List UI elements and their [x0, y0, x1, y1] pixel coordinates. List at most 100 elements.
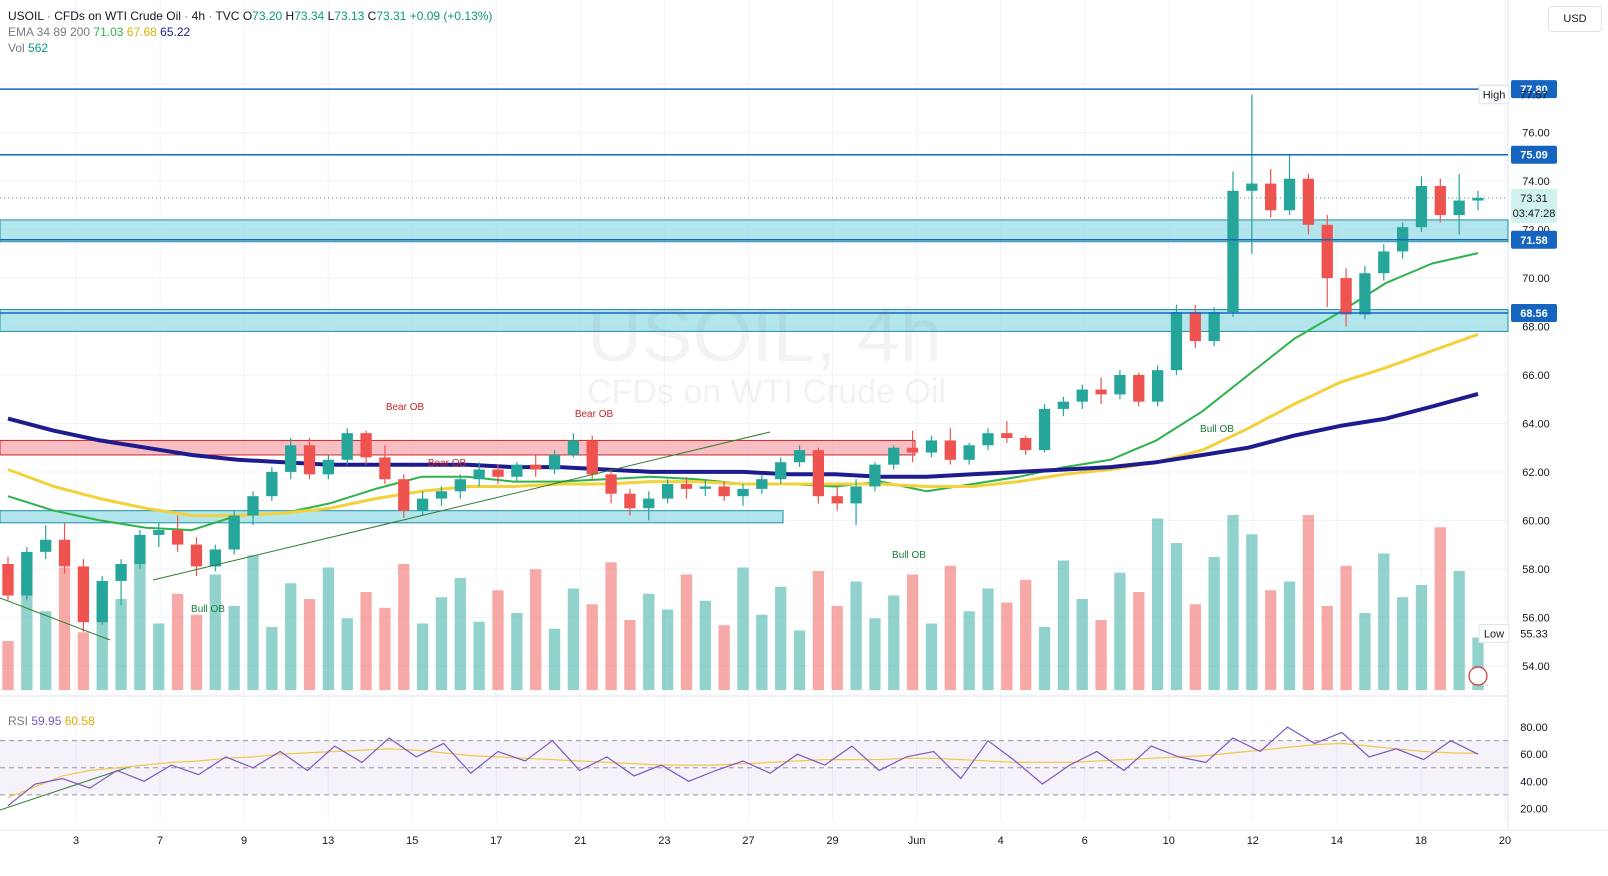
price-tick-label: 74.00 — [1522, 176, 1550, 188]
candle-body — [1453, 200, 1465, 216]
volume-bar — [322, 567, 335, 690]
volume-bar — [247, 555, 259, 690]
volume-bar — [1265, 590, 1277, 690]
candle-body — [888, 447, 900, 465]
candle-body — [1020, 438, 1032, 451]
volume-bar — [1076, 599, 1088, 690]
volume-bar — [793, 630, 806, 690]
volume-bar — [643, 593, 655, 690]
key-level-price-text: 71.58 — [1520, 235, 1548, 247]
candle-body — [1189, 312, 1201, 342]
demand-zone — [0, 309, 1509, 332]
volume-bar — [718, 625, 730, 690]
time-tick-label: 7 — [157, 835, 163, 847]
candle-body — [869, 464, 881, 487]
time-tick-label: 10 — [1163, 835, 1175, 847]
legend-interval[interactable]: 4h — [191, 9, 205, 23]
candle-body — [548, 454, 561, 470]
candle-body — [925, 440, 938, 453]
currency-button[interactable]: USD — [1548, 6, 1602, 32]
time-tick-label: 14 — [1331, 835, 1343, 847]
candle-body — [1359, 273, 1371, 315]
time-tick-label: 29 — [826, 835, 838, 847]
legend-ema200: 65.22 — [160, 25, 191, 39]
time-axis[interactable]: 3 7 9 13 15 17 21 23 27 29 Jun 4 6 10 12 14 18 20 — [0, 829, 1608, 847]
candle-body — [492, 469, 504, 477]
candle-body — [944, 440, 956, 460]
volume-bar — [1378, 553, 1390, 690]
legend-open: 73.20 — [252, 9, 283, 23]
extreme-tag: Low — [1484, 629, 1504, 641]
legend-low-tag: L — [327, 9, 335, 23]
time-tick-label: 17 — [490, 835, 502, 847]
legend-high-tag: H — [285, 9, 295, 23]
time-tick-label: 23 — [658, 835, 670, 847]
rsi-tick-label: 80.00 — [1520, 722, 1548, 734]
key-level-price-tag — [1511, 230, 1557, 249]
legend-ema-row[interactable]: EMA 34 89 200 71.03 67.68 65.22 — [8, 24, 492, 40]
candle-body — [1415, 186, 1428, 228]
candle-body — [1038, 408, 1051, 451]
candle-body — [341, 433, 353, 460]
time-tick-label: 3 — [73, 835, 79, 847]
volume-bar — [1227, 515, 1239, 690]
candle-body — [906, 447, 919, 453]
volume-bar — [1208, 557, 1220, 690]
rsi-legend[interactable]: RSI 59.95 60.58 — [8, 714, 95, 728]
watermark-symbol: USOIL, 4h — [587, 293, 942, 378]
volume-bar — [925, 623, 938, 690]
volume-bar — [115, 599, 127, 690]
candle-body — [831, 496, 843, 504]
legend-vol-value: 562 — [28, 41, 49, 55]
candle-body — [1001, 433, 1013, 438]
volume-bar — [21, 581, 33, 690]
candle-body — [1170, 312, 1183, 371]
legend-ema89: 67.68 — [126, 25, 157, 39]
volume-bar — [699, 600, 711, 690]
legend-symbol[interactable]: USOIL — [8, 9, 44, 23]
horizontal-lines-layer — [0, 88, 1508, 314]
candle-body — [77, 566, 90, 623]
candle-body — [1151, 370, 1164, 402]
candle-body — [322, 459, 335, 475]
candle-body — [1246, 183, 1258, 191]
key-level-price-text: 75.09 — [1520, 150, 1548, 162]
volume-bar — [567, 588, 580, 690]
candles-layer — [2, 94, 1484, 632]
legend-vol-row[interactable]: Vol 562 — [8, 40, 492, 56]
volume-bar — [285, 583, 297, 690]
volume-bar — [171, 593, 184, 690]
candle-body — [1265, 183, 1277, 211]
time-tick-label: 12 — [1247, 835, 1259, 847]
time-tick-label: 20 — [1499, 835, 1511, 847]
time-tick-label: Jun — [908, 835, 926, 847]
candle-body — [58, 539, 71, 567]
candle-body — [379, 457, 391, 480]
price-tick-label: 54.00 — [1522, 661, 1550, 673]
price-tick-label: 64.00 — [1522, 418, 1550, 430]
key-level-price-tag — [1511, 303, 1557, 322]
candle-body — [1133, 375, 1145, 402]
volume-bar — [831, 606, 843, 690]
legend-main-row[interactable]: USOIL · CFDs on WTI Crude Oil · 4h · TVC… — [8, 8, 492, 24]
volume-bar — [435, 597, 448, 690]
supply-zone — [0, 439, 916, 456]
volume-bar — [1189, 604, 1201, 690]
candle-body — [982, 433, 994, 446]
candle-body — [963, 445, 975, 460]
price-tick-label: 62.00 — [1522, 467, 1550, 479]
time-tick-label: 4 — [998, 835, 1004, 847]
candle-body — [209, 549, 221, 567]
order-block-labels: Bear OB Bear OB Bear OB Bull OB Bull OB Bull … — [191, 402, 1234, 615]
volume-bar — [530, 569, 542, 690]
extreme-tag-box — [1478, 85, 1510, 105]
order-block-label: Bear OB — [575, 409, 614, 420]
price-axis[interactable]: 54.00 56.00 58.00 60.00 62.00 64.00 66.00 68.00… — [1468, 0, 1608, 871]
order-block-label: Bear OB — [386, 402, 425, 413]
candle-body — [1340, 278, 1352, 315]
candle-body — [586, 440, 598, 475]
last-price-text: 73.31 — [1520, 193, 1548, 205]
candle-body — [718, 486, 730, 497]
